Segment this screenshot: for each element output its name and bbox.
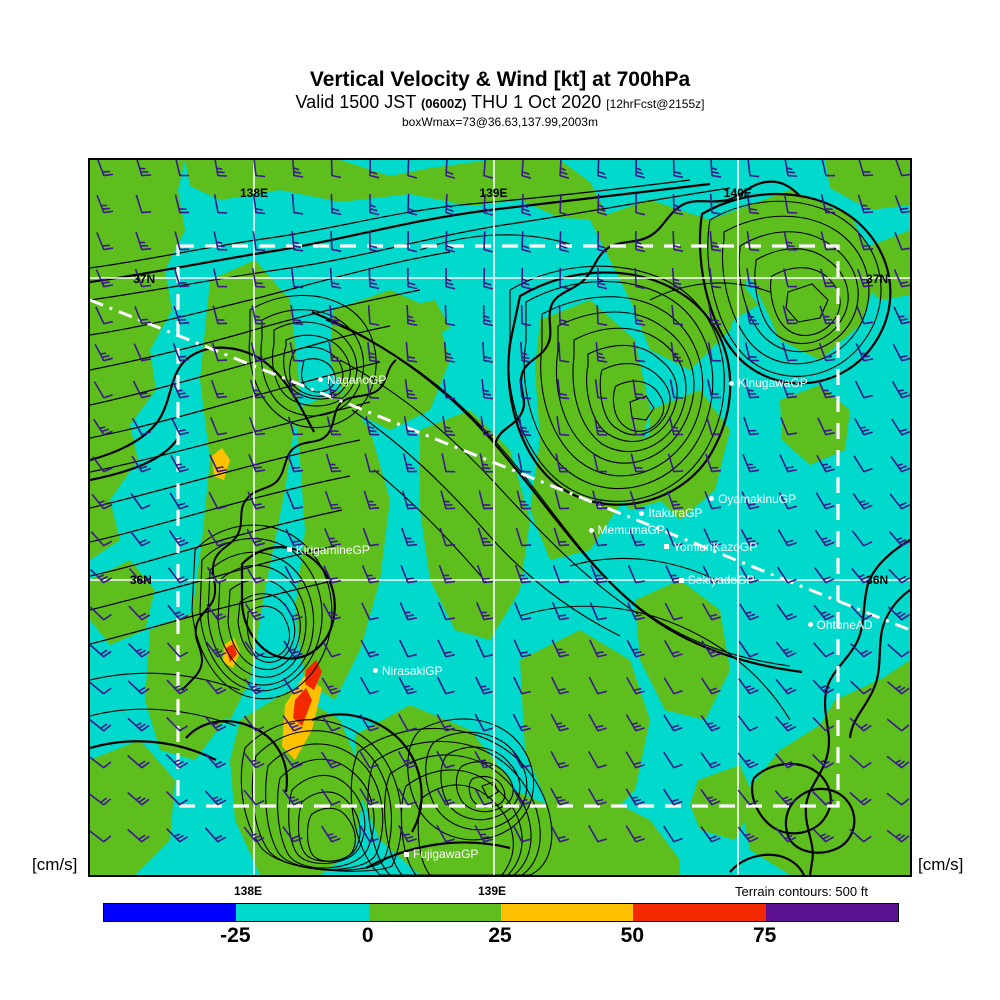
terrain-contour-note: Terrain contours: 500 ft [735, 884, 868, 899]
lon-label-139E: 139E [479, 185, 508, 200]
station-itakuragp[interactable]: ItakuraGP [639, 506, 702, 520]
station-label: YomiuriKazoGP [673, 539, 758, 554]
station-marker-icon [404, 851, 410, 857]
station-memumagp[interactable]: MemumaGP [588, 523, 665, 538]
colorbar-segment-0 [104, 904, 237, 921]
wind-barbs [90, 160, 910, 843]
station-fujigawagp[interactable]: FujigawaGP [404, 847, 478, 861]
station-marker-icon [639, 510, 645, 516]
bottom-lon-label-138E: 138E [233, 884, 263, 898]
station-kinugawagp[interactable]: KinugawaGP [728, 376, 808, 391]
lon-label-138E: 138E [239, 185, 269, 200]
station-label: ItakuraGP [648, 506, 703, 521]
lat-label-36N: 36N [129, 573, 152, 588]
valid-utc: (0600Z) [420, 96, 467, 111]
station-label: NirasakiGP [381, 663, 443, 678]
unit-label-right: [cm/s] [918, 855, 964, 874]
station-nirasakigp[interactable]: NirasakiGP [372, 663, 443, 678]
station-label: KirigamineGP [295, 542, 370, 557]
boxwmax-annotation: boxWmax=73@36.63,137.99,2003m [402, 115, 598, 129]
station-marker-icon [317, 377, 323, 382]
title-block: Vertical Velocity & Wind [kt] at 700hPa … [0, 68, 1000, 130]
station-marker-icon [709, 496, 715, 502]
colorbar-segment-5 [765, 904, 898, 921]
colorbar-segment-3 [500, 904, 634, 921]
station-marker-icon [372, 668, 378, 673]
station-oyamakinugp[interactable]: OyamakinuGP [709, 492, 796, 506]
station-label: FujigawaGP [413, 847, 479, 862]
lat-label-37N: 37N [133, 271, 156, 286]
station-yomiurikazogp[interactable]: YomiuriKazoGP [664, 540, 757, 554]
station-marker-icon [807, 622, 813, 628]
valid-date: THU 1 Oct 2020 [471, 92, 602, 112]
station-marker-icon [286, 547, 292, 553]
station-sekiyadogp[interactable]: SekiyadoGP [678, 573, 755, 588]
map-panel[interactable]: 138E 139E 140E 37N 37N 36N 36N NaganoGP Kirigam… [88, 158, 912, 877]
station-label: NaganoGP [326, 372, 387, 387]
colorbar-tick-25: 25 [488, 924, 512, 947]
lon-label-140E: 140E [723, 185, 752, 200]
station-marker-icon [728, 380, 734, 386]
station-naganogp[interactable]: NaganoGP [317, 372, 387, 387]
forecast-tag: [12hrFcst@2155z] [606, 97, 705, 111]
lat-label-36N: 36N [866, 573, 889, 588]
station-kirigaminegp[interactable]: KirigamineGP [286, 542, 370, 557]
station-label: MemumaGP [597, 523, 665, 538]
station-marker-icon [664, 544, 669, 550]
station-label: OhtoneAD [816, 617, 873, 632]
station-marker-icon [588, 527, 594, 533]
colorbar-tick-0: 0 [361, 924, 374, 947]
bottom-lon-label-139E: 139E [477, 884, 507, 898]
unit-label-left: [cm/s] [32, 855, 78, 874]
chart-subtitle: Valid 1500 JST (0600Z) THU 1 Oct 2020 [1… [0, 92, 1000, 115]
chart-title: Vertical Velocity & Wind [kt] at 700hPa [309, 68, 691, 91]
station-ohtonead[interactable]: OhtoneAD [807, 617, 873, 632]
station-label: OyamakinuGP [718, 491, 797, 506]
colorbar-tick--25: -25 [220, 924, 251, 947]
colorbar[interactable] [103, 903, 899, 922]
colorbar-segment-4 [633, 904, 766, 921]
map-canvas [90, 160, 910, 875]
station-label: KinugawaGP [737, 376, 808, 391]
station-label: SekiyadoGP [687, 573, 755, 588]
lat-label-37N: 37N [866, 271, 889, 286]
station-marker-icon [678, 577, 684, 583]
cross-section-line [90, 298, 910, 632]
colorbar-tick-75: 75 [752, 924, 777, 947]
colorbar-tick-50: 50 [620, 924, 645, 947]
colorbar-segment-1 [236, 904, 369, 921]
colorbar-segment-2 [368, 904, 501, 921]
valid-prefix: Valid 1500 JST [295, 92, 416, 112]
field-hotspots [212, 448, 322, 760]
nest-domain-box [176, 244, 840, 808]
river-network [494, 180, 801, 443]
